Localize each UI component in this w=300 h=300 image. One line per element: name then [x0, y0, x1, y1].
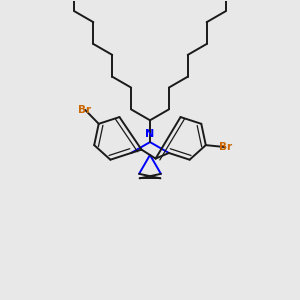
Text: Br: Br [219, 142, 232, 152]
Text: Br: Br [79, 105, 92, 115]
Text: N: N [146, 129, 154, 139]
